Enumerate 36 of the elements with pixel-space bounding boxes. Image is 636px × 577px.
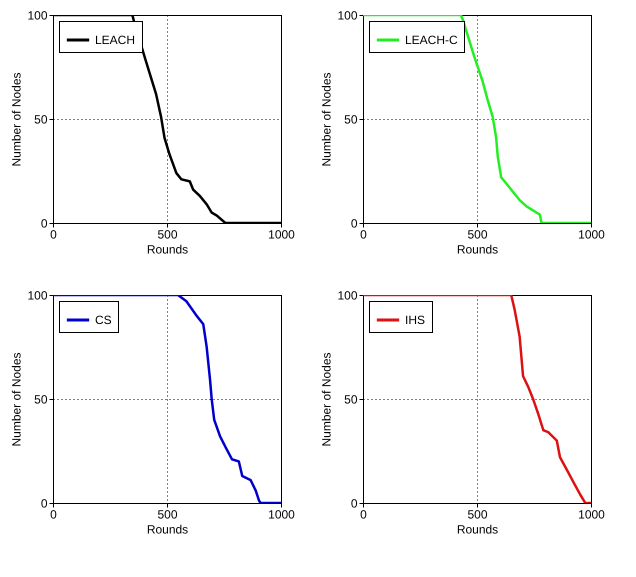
y-tick-label: 50 [34, 112, 48, 126]
y-tick-label: 50 [344, 392, 358, 406]
x-tick-label: 0 [360, 228, 368, 242]
y-tick-label: 50 [34, 392, 48, 406]
y-axis-title: Number of Nodes [319, 352, 334, 447]
y-tick-label: 0 [40, 216, 48, 230]
y-axis-title: Number of Nodes [9, 72, 24, 167]
x-tick-label: 1000 [268, 508, 296, 522]
x-tick-label: 1000 [578, 508, 606, 522]
y-tick-label: 100 [337, 8, 358, 22]
x-tick-label: 500 [157, 508, 178, 522]
y-tick-label: 50 [344, 112, 358, 126]
y-tick-label: 100 [27, 288, 48, 302]
x-tick-label: 500 [467, 508, 488, 522]
x-axis-title: Rounds [146, 522, 188, 536]
x-tick-label: 500 [467, 228, 488, 242]
legend-label: IHS [405, 313, 426, 327]
legend-label: LEACH [95, 33, 136, 47]
legend-label: CS [95, 313, 112, 327]
y-tick-label: 100 [27, 8, 48, 22]
y-tick-label: 0 [40, 496, 48, 510]
y-tick-label: 100 [337, 288, 358, 302]
y-tick-label: 0 [350, 216, 358, 230]
x-axis-title: Rounds [146, 242, 188, 256]
y-axis-title: Number of Nodes [319, 72, 334, 167]
x-tick-label: 500 [157, 228, 178, 242]
x-tick-label: 0 [50, 508, 58, 522]
x-tick-label: 1000 [578, 228, 606, 242]
legend-label: LEACH-C [405, 33, 458, 47]
y-tick-label: 0 [350, 496, 358, 510]
y-axis-title: Number of Nodes [9, 352, 24, 447]
x-axis-title: Rounds [456, 242, 498, 256]
x-tick-label: 0 [50, 228, 58, 242]
x-tick-label: 0 [360, 508, 368, 522]
x-tick-label: 1000 [268, 228, 296, 242]
x-axis-title: Rounds [456, 522, 498, 536]
